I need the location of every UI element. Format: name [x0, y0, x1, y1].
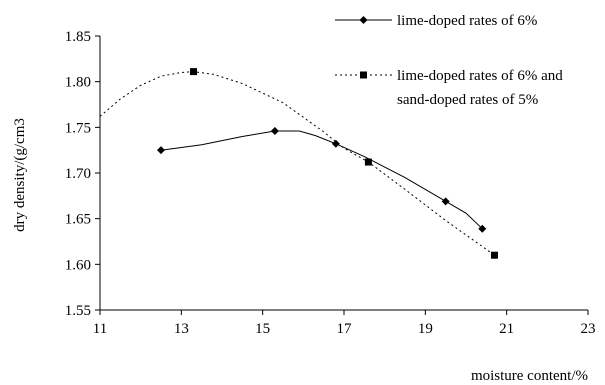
series-1-line — [160, 130, 483, 230]
y-tick-label: 1.65 — [65, 212, 91, 228]
series-2-point — [364, 158, 372, 166]
y-ticks: 1.55 1.60 1.65 1.70 1.75 1.80 1.85 — [65, 29, 100, 319]
series-1-point — [441, 197, 450, 206]
y-tick-label: 1.60 — [65, 257, 91, 273]
y-tick-label: 1.55 — [65, 303, 91, 319]
legend-label-series-1: lime-doped rates of 6% — [397, 13, 537, 29]
series-1-point — [331, 139, 340, 148]
legend-label-series-2-line-2: sand-doped rates of 5% — [397, 92, 538, 108]
x-axis-label: moisture content/% — [471, 368, 588, 384]
y-tick-label: 1.80 — [65, 75, 91, 91]
series-1-point — [270, 126, 279, 135]
series-2-point — [490, 251, 498, 259]
x-tick-label: 19 — [418, 321, 433, 337]
legend-marker-diamond — [359, 16, 368, 24]
x-tick-label: 15 — [255, 321, 270, 337]
series-1-point — [478, 224, 487, 233]
markers-layer — [157, 68, 498, 259]
legend-marker-square — [360, 71, 367, 79]
legend-label-series-2-line-1: lime-doped rates of 6% and — [397, 68, 563, 84]
series-1-point — [157, 146, 165, 155]
series-layer — [99, 71, 495, 256]
series-2-line — [99, 71, 495, 256]
series-2-point — [190, 68, 198, 76]
x-ticks: 11 13 15 17 19 21 23 — [93, 310, 596, 337]
y-tick-label: 1.75 — [65, 120, 91, 136]
x-tick-label: 11 — [93, 321, 107, 337]
x-tick-label: 23 — [581, 321, 596, 337]
y-tick-label: 1.70 — [65, 166, 91, 182]
x-tick-label: 17 — [337, 321, 353, 337]
x-tick-label: 21 — [499, 321, 514, 337]
y-tick-label: 1.85 — [65, 29, 91, 45]
x-tick-label: 13 — [174, 321, 189, 337]
y-axis-label: dry density/(g/cm3 — [12, 118, 28, 232]
legend: lime-doped rates of 6% lime-doped rates … — [335, 13, 563, 108]
